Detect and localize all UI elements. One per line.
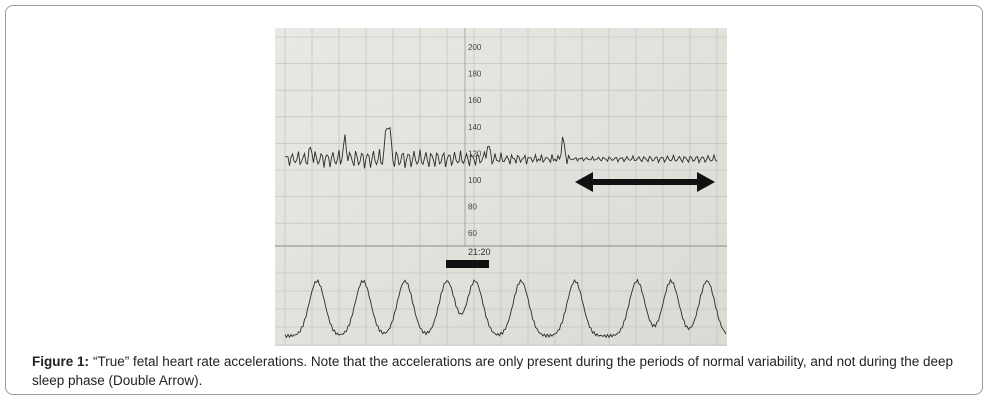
- scale-label: 100: [468, 176, 482, 185]
- scale-label: 60: [468, 229, 477, 238]
- scale-labels: 200 180 160 140 120 100 80 60: [468, 43, 482, 238]
- time-label: 21:20: [468, 247, 491, 257]
- scale-label: 180: [468, 70, 482, 79]
- double-arrow: [575, 172, 715, 192]
- scale-label: 160: [468, 96, 482, 105]
- uc-trace: [284, 278, 727, 339]
- caption: Figure 1: “True” fetal heart rate acceler…: [32, 352, 982, 390]
- fhr-trace: [284, 126, 718, 169]
- scale-label: 200: [468, 43, 482, 52]
- caption-label: Figure 1:: [32, 354, 90, 369]
- ctg-photo: 200 180 160 140 120 100 80 60 21:20: [275, 28, 727, 346]
- caption-text: “True” fetal heart rate accelerations. N…: [32, 354, 954, 388]
- scale-label: 120: [468, 149, 482, 158]
- figure-box: 200 180 160 140 120 100 80 60 21:20 Figure 1: “T…: [5, 5, 983, 395]
- grid: [275, 28, 727, 346]
- scale-label: 80: [468, 203, 477, 212]
- black-bar: [446, 260, 489, 268]
- scale-label: 140: [468, 123, 482, 132]
